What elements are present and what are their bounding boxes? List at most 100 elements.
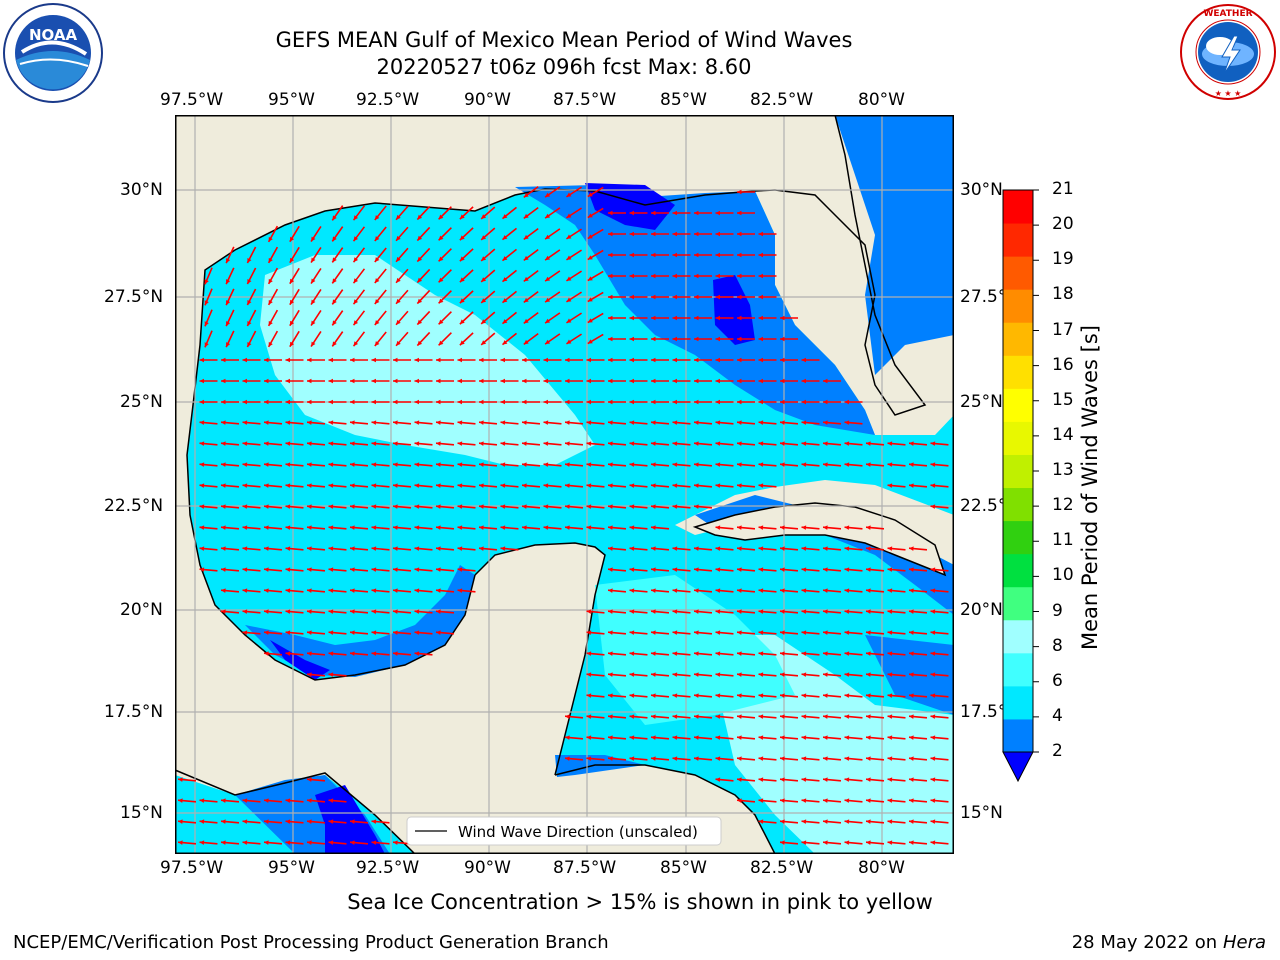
wind-arrow-head xyxy=(737,735,742,740)
wind-arrow-head xyxy=(909,567,914,572)
wind-arrow-head xyxy=(672,567,678,572)
wind-arrow-head xyxy=(629,336,634,342)
wind-arrow-head xyxy=(350,399,355,405)
wind-arrow-head xyxy=(844,462,850,467)
wind-arrow-head xyxy=(393,588,398,593)
colorbar-label: Mean Period of Wind Waves [s] xyxy=(1078,325,1102,650)
wind-arrow-head xyxy=(694,693,699,698)
lon-label-bottom: 85°W xyxy=(660,858,707,878)
wind-arrow-head xyxy=(780,840,785,845)
wind-arrow-head xyxy=(221,399,226,405)
wind-arrow-head xyxy=(844,693,850,698)
wind-arrow-head xyxy=(328,546,334,551)
wind-arrow-head xyxy=(758,357,763,363)
lat-label-right: 25°N xyxy=(960,392,1003,412)
wind-arrow-head xyxy=(457,378,462,384)
wind-arrow-head xyxy=(311,341,316,347)
wind-arrow-head xyxy=(285,420,291,425)
colorbar-swatch xyxy=(1003,685,1033,720)
wind-arrow-head xyxy=(629,525,635,530)
wind-arrow-head xyxy=(823,546,828,551)
wind-arrow-head xyxy=(694,546,699,551)
wind-arrow-head xyxy=(866,525,871,530)
wind-arrow-head xyxy=(565,399,570,405)
wind-arrow-head xyxy=(264,567,269,572)
wind-arrow-head xyxy=(242,378,247,384)
wind-arrow-head xyxy=(909,735,914,740)
wind-arrow-head xyxy=(629,756,635,761)
wind-arrow-head xyxy=(844,441,850,446)
wind-arrow-head xyxy=(780,357,785,363)
wind-arrow-head xyxy=(737,630,742,635)
wind-arrow-head xyxy=(801,840,807,845)
wind-arrow-head xyxy=(823,441,828,446)
wind-arrow-head xyxy=(737,567,742,572)
wind-arrow-head xyxy=(500,462,506,467)
wind-arrow-head xyxy=(393,483,398,488)
wind-arrow-head xyxy=(545,276,551,282)
wind-arrow-head xyxy=(629,714,635,719)
wind-arrow-head xyxy=(393,630,398,635)
wind-arrow-head xyxy=(481,319,487,324)
wind-arrow-head xyxy=(715,567,721,572)
lon-label-top: 82.5°W xyxy=(750,90,814,110)
wind-arrow-head xyxy=(199,378,204,384)
wind-arrow-head xyxy=(587,213,593,218)
wind-arrow-head xyxy=(694,567,699,572)
wind-arrow-head xyxy=(393,420,398,425)
wind-arrow-head xyxy=(758,231,763,237)
colorbar-tick-label: 9 xyxy=(1052,600,1063,621)
colorbar-swatch xyxy=(1003,256,1033,290)
lon-label-bottom: 90°W xyxy=(464,858,511,878)
wind-arrow-head xyxy=(221,357,226,363)
wind-arrow-head xyxy=(672,462,678,467)
wind-arrow-head xyxy=(651,357,656,363)
wind-arrow-head xyxy=(586,420,592,425)
wind-arrow-head xyxy=(694,504,699,509)
wind-arrow-head xyxy=(479,483,484,488)
wind-arrow-head xyxy=(758,756,764,761)
wind-arrow-head xyxy=(844,630,850,635)
wind-arrow-head xyxy=(414,462,420,467)
wind-arrow-head xyxy=(780,630,785,635)
wind-arrow-head xyxy=(780,567,785,572)
wind-arrow-head xyxy=(586,693,592,698)
wind-arrow-head xyxy=(823,798,828,803)
wind-arrow-head xyxy=(629,630,635,635)
wind-arrow-head xyxy=(457,504,463,509)
nws-logo-icon: WEATHER ★ ★ ★ xyxy=(1178,2,1278,102)
wind-arrow-head xyxy=(481,214,487,219)
wind-arrow-head xyxy=(651,462,656,467)
wind-arrow-head xyxy=(737,189,742,195)
wind-arrow-head xyxy=(651,504,656,509)
wind-arrow-head xyxy=(930,504,936,509)
wind-arrow-head xyxy=(307,399,312,405)
wind-arrow-head xyxy=(285,504,291,509)
wind-arrow-head xyxy=(801,630,807,635)
colorbar-tick-label: 4 xyxy=(1052,705,1063,726)
wind-arrow-head xyxy=(436,588,441,593)
wind-arrow-head xyxy=(672,357,677,363)
wind-arrow-head xyxy=(737,525,742,530)
wind-arrow-head xyxy=(608,252,613,258)
wind-arrow-head xyxy=(436,483,441,488)
wind-arrow-head xyxy=(481,340,487,345)
wind-arrow-head xyxy=(801,462,807,467)
wind-arrow-head xyxy=(264,609,269,614)
wind-arrow-head xyxy=(350,630,355,635)
wind-arrow-head xyxy=(414,630,420,635)
wind-arrow-head xyxy=(204,279,209,285)
wind-arrow-head xyxy=(247,258,252,264)
wind-arrow-head xyxy=(823,567,828,572)
wind-arrow-head xyxy=(737,798,742,803)
colorbar-tick-label: 8 xyxy=(1052,635,1063,656)
wind-arrow-head xyxy=(866,798,871,803)
wind-arrow-head xyxy=(909,546,914,551)
wind-arrow-head xyxy=(608,567,613,572)
wind-arrow-head xyxy=(268,299,273,305)
wind-arrow-head xyxy=(328,609,334,614)
wind-arrow-head xyxy=(715,294,720,300)
wind-arrow-head xyxy=(307,504,312,509)
wind-arrow-head xyxy=(502,214,508,219)
wind-arrow-head xyxy=(396,256,401,262)
